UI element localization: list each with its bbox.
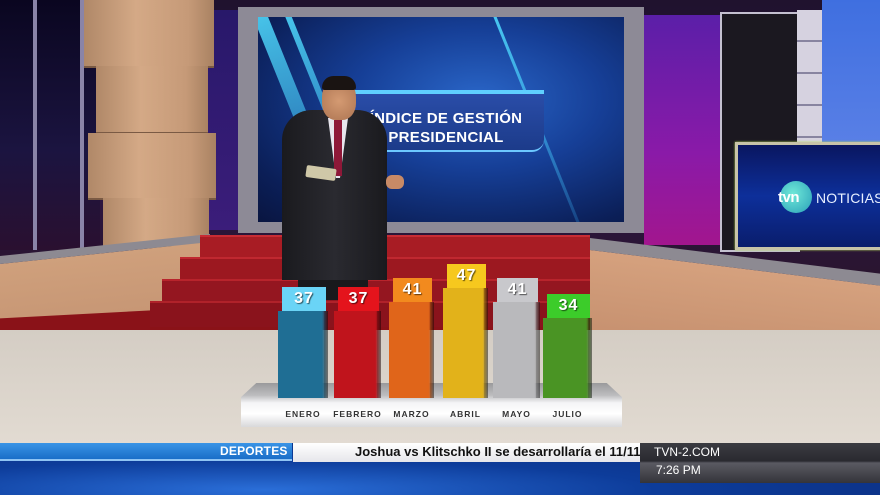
monitor-logo-text: tvn xyxy=(778,189,800,206)
ticker-headline: Joshua vs Klitschko II se desarrollaría … xyxy=(355,444,641,459)
ticker-category: DEPORTES xyxy=(220,444,288,458)
bar-value-label: 34 xyxy=(547,294,590,318)
bar-value-label: 37 xyxy=(338,287,379,311)
ticker-info-panel xyxy=(640,443,880,483)
category-label: ABRIL xyxy=(450,409,481,419)
category-label: FEBRERO xyxy=(333,409,382,419)
left-frame xyxy=(33,0,37,250)
right-blue-wall xyxy=(822,0,880,150)
bar-abril xyxy=(443,288,488,398)
category-label: MARZO xyxy=(393,409,430,419)
tvn-logo-icon xyxy=(780,181,812,213)
right-purple-panel xyxy=(644,15,722,245)
bar-mayo xyxy=(493,302,540,398)
bar-value-label: 41 xyxy=(393,278,432,302)
wood-pillar-segment xyxy=(84,0,214,68)
ticker-headline-box xyxy=(293,443,640,462)
presenter-tie xyxy=(334,120,342,176)
left-frame xyxy=(80,0,84,250)
wall-title-line1: ÍNDICE DE GESTIÓN xyxy=(369,110,523,127)
presenter-hand xyxy=(386,175,404,189)
bar-value-label: 41 xyxy=(497,278,538,302)
tvn-noticias-monitor: tvn NOTICIAS xyxy=(735,142,880,250)
bar-marzo xyxy=(389,302,434,398)
category-label: ENERO xyxy=(285,409,321,419)
right-light-tiles xyxy=(797,10,822,150)
ticker-category-bar xyxy=(0,443,292,461)
ticker-time: 7:26 PM xyxy=(656,463,701,477)
stair-step xyxy=(180,257,608,279)
bar-value-label: 47 xyxy=(447,264,486,288)
bar-enero xyxy=(278,311,328,398)
category-label: JULIO xyxy=(552,409,583,419)
bar-febrero xyxy=(334,311,381,398)
wall-title-line2: PRESIDENCIAL xyxy=(388,129,504,146)
wood-pillar-segment xyxy=(88,133,216,200)
ticker-website: TVN-2.COM xyxy=(654,445,720,459)
bar-value-label: 37 xyxy=(282,287,326,311)
presenter-hair xyxy=(322,76,356,90)
stair-step xyxy=(200,235,590,257)
bar-julio xyxy=(543,318,592,398)
wood-pillar-segment xyxy=(96,66,208,134)
category-label: MAYO xyxy=(502,409,531,419)
monitor-brand-text: NOTICIAS xyxy=(816,190,880,206)
